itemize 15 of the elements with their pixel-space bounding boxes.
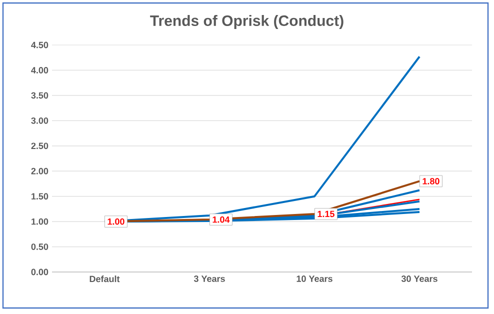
y-tick-label: 4.00 <box>31 67 48 74</box>
y-tick-label: 2.00 <box>31 168 48 174</box>
x-tick-label: 30 Years <box>401 276 438 282</box>
x-tick-label: 3 Years <box>194 276 225 282</box>
y-tick-label: 3.00 <box>31 117 48 124</box>
x-tick-label: 10 Years <box>296 276 332 282</box>
y-tick-label: 1.50 <box>32 193 48 200</box>
y-tick-label: 1.00 <box>32 218 48 225</box>
chart-title: Trends of Oprisk (Conduct) <box>150 15 344 29</box>
x-tick-label: Default <box>90 276 120 282</box>
y-tick-label: 3.50 <box>31 92 48 99</box>
y-tick-label: 0.50 <box>31 244 48 250</box>
y-tick-label: 4.50 <box>31 42 48 48</box>
y-tick-label: 0.00 <box>31 268 48 276</box>
y-tick-label: 2.50 <box>31 142 48 150</box>
